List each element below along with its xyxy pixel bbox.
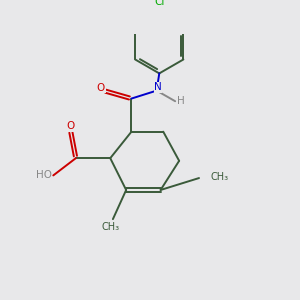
Text: H: H bbox=[177, 96, 185, 106]
Text: HO: HO bbox=[36, 170, 52, 180]
Text: CH₃: CH₃ bbox=[101, 221, 119, 232]
Text: CH₃: CH₃ bbox=[210, 172, 228, 182]
Text: N: N bbox=[154, 82, 162, 92]
Text: O: O bbox=[97, 83, 105, 93]
Text: O: O bbox=[66, 122, 75, 131]
Text: Cl: Cl bbox=[154, 0, 164, 8]
